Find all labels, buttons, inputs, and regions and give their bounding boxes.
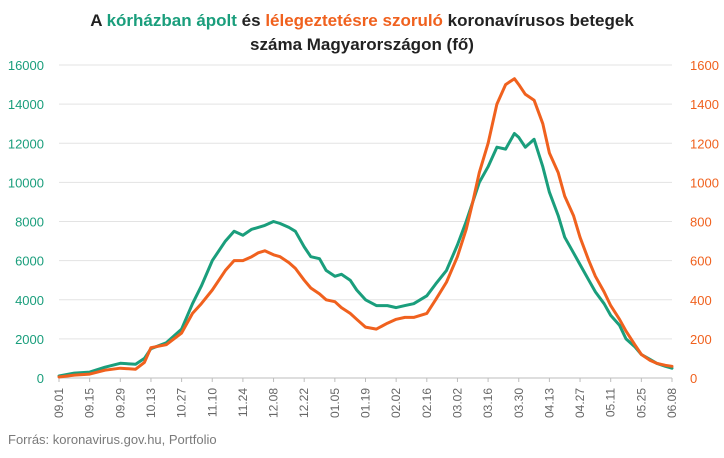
left-axis-tick-label: 0 — [37, 371, 44, 386]
series-line-ventilated — [57, 77, 674, 379]
right-axis-tick-label: 0 — [690, 371, 697, 386]
x-axis-tick-label: 12.08 — [267, 388, 281, 418]
x-axis-tick-label: 09.01 — [52, 388, 66, 418]
right-axis-ticks: 0 200 400 600 800 1000 1200 1400 1600 — [690, 58, 719, 386]
right-axis-tick-label: 600 — [690, 254, 712, 269]
x-axis-tick-label: 11.24 — [236, 388, 250, 417]
title-line-2: száma Magyarországon (fő) — [250, 35, 474, 54]
x-axis-tick-label: 01.19 — [359, 388, 373, 418]
series-group — [57, 77, 674, 379]
left-axis-tick-label: 2000 — [15, 332, 44, 347]
right-axis-tick-label: 800 — [690, 215, 712, 230]
x-axis-tick-label: 10.13 — [144, 388, 158, 418]
x-axis-tick-label: 04.27 — [573, 388, 587, 418]
right-axis-tick-label: 200 — [690, 332, 712, 347]
x-axis-tick-label: 10.27 — [175, 388, 189, 418]
right-axis-tick-label: 1200 — [690, 136, 719, 151]
left-axis-tick-label: 6000 — [15, 254, 44, 269]
title-suffix: koronavírusos betegek — [442, 11, 634, 30]
x-axis-tick-label: 05.25 — [634, 388, 648, 418]
x-axis-ticks: 09.01 09.15 09.29 10.13 10.27 11.10 11.24 12.08… — [52, 377, 679, 418]
left-axis-tick-label: 14000 — [8, 97, 44, 112]
right-axis-tick-label: 1400 — [690, 97, 719, 112]
title-connector: és — [236, 11, 266, 30]
x-axis-tick-label: 05.11 — [604, 388, 618, 417]
right-axis-tick-label: 400 — [690, 293, 712, 308]
chart-title: A kórházban ápolt és lélegeztetésre szor… — [0, 9, 724, 57]
x-axis-tick-label: 01.05 — [328, 388, 342, 418]
x-axis-tick-label: 09.29 — [113, 388, 127, 418]
title-prefix: A — [90, 11, 107, 30]
x-axis-tick-label: 12.22 — [297, 388, 311, 418]
x-axis-tick-label: 11.10 — [205, 388, 219, 417]
x-axis-tick-label: 06.08 — [665, 388, 679, 418]
x-axis-tick-label: 03.02 — [450, 388, 464, 418]
left-axis-ticks: 0 2000 4000 6000 8000 10000 12000 14000 16000 — [8, 58, 44, 386]
x-axis-tick-label: 02.16 — [420, 388, 434, 418]
title-hospitalized: kórházban ápolt — [106, 11, 237, 30]
source-note: Forrás: koronavirus.gov.hu, Portfolio — [8, 432, 217, 447]
grid-lines — [59, 64, 672, 379]
series-line-hospitalized — [57, 132, 674, 378]
left-axis-tick-label: 4000 — [15, 293, 44, 308]
x-axis-tick-label: 02.02 — [389, 388, 403, 418]
left-axis-tick-label: 16000 — [8, 58, 44, 73]
right-axis-tick-label: 1000 — [690, 175, 719, 190]
left-axis-tick-label: 8000 — [15, 215, 44, 230]
title-ventilated: lélegeztetésre szoruló — [265, 11, 443, 30]
x-axis-tick-label: 09.15 — [83, 388, 97, 418]
x-axis-tick-label: 04.13 — [542, 388, 556, 418]
x-axis-tick-label: 03.16 — [481, 388, 495, 418]
title-line-1: A kórházban ápolt és lélegeztetésre szor… — [0, 9, 724, 33]
left-axis-tick-label: 12000 — [8, 136, 44, 151]
right-axis-tick-label: 1600 — [690, 58, 719, 73]
left-axis-tick-label: 10000 — [8, 175, 44, 190]
x-axis-tick-label: 03.30 — [512, 388, 526, 418]
